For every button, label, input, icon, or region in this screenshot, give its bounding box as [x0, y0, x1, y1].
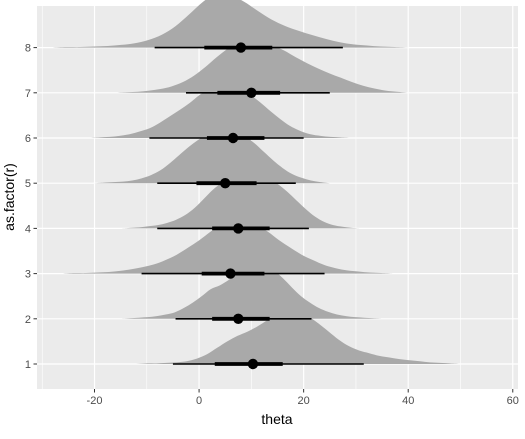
x-tick-label: -20 — [87, 395, 103, 407]
density-8 — [52, 0, 409, 48]
point-8 — [235, 42, 247, 53]
y-tick-label: 3 — [25, 269, 31, 281]
density-5 — [94, 129, 330, 184]
density-1 — [125, 309, 461, 365]
y-axis-title: as.factor(r) — [1, 163, 17, 231]
density-2 — [120, 264, 383, 319]
point-6 — [227, 132, 239, 144]
y-tick-label: 5 — [25, 178, 31, 190]
point-3 — [225, 268, 236, 279]
x-tick-label: 0 — [196, 395, 202, 407]
y-tick-label: 6 — [25, 133, 31, 145]
x-axis-title: theta — [261, 411, 292, 427]
y-tick-label: 4 — [25, 223, 31, 235]
data-marks — [52, 0, 461, 370]
x-tick-label: 60 — [507, 395, 519, 407]
y-tick-label: 7 — [25, 88, 31, 100]
point-7 — [246, 87, 257, 99]
density-6 — [89, 83, 351, 138]
density-7 — [115, 38, 409, 93]
point-5 — [220, 178, 231, 189]
y-tick-label: 1 — [25, 359, 31, 371]
density-4 — [120, 174, 362, 229]
x-tick-label: 40 — [402, 395, 414, 407]
point-2 — [233, 313, 244, 324]
x-tick-label: 20 — [298, 395, 310, 407]
axes: -20 0 20 40 60 1 2 3 4 5 6 7 8 — [25, 43, 519, 407]
density-3 — [63, 219, 393, 274]
point-4 — [233, 223, 244, 234]
y-tick-label: 2 — [25, 314, 31, 326]
point-1 — [247, 358, 259, 370]
y-tick-label: 8 — [25, 43, 31, 55]
